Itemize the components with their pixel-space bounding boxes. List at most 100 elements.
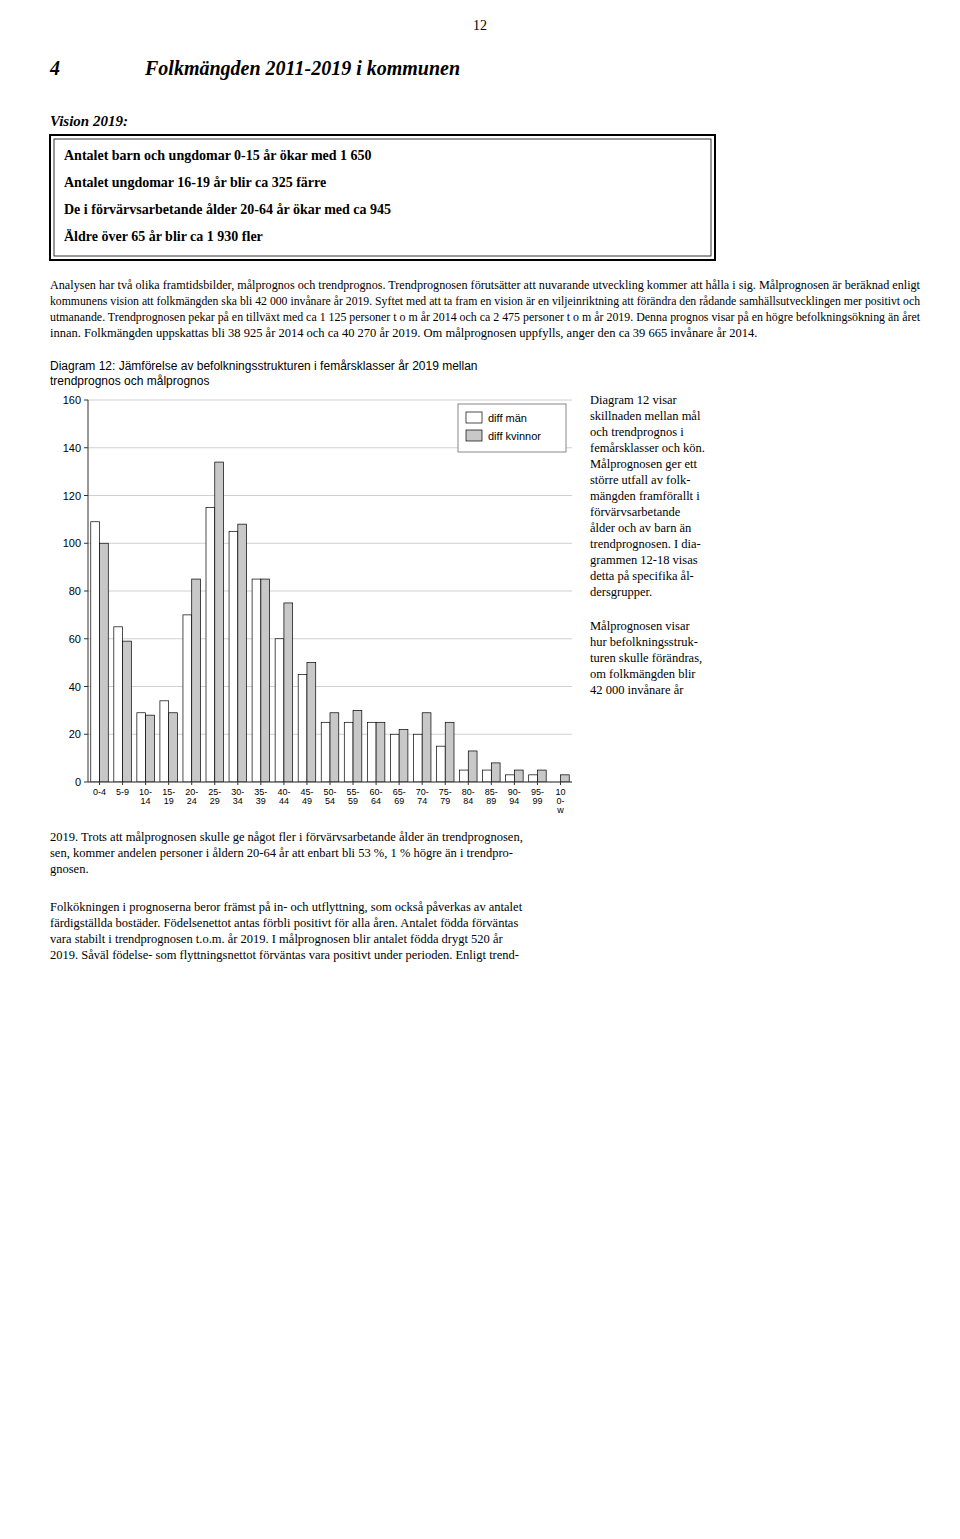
- y-tick-label: 160: [63, 394, 81, 406]
- grid-line: [88, 543, 572, 544]
- chapter-number: 4: [49, 57, 60, 79]
- y-tick: [84, 686, 88, 687]
- legend: diff mändiff kvinnor: [458, 404, 566, 452]
- bars: [91, 462, 569, 782]
- x-tick-label: 75-79: [439, 787, 452, 806]
- bar: [460, 770, 469, 782]
- vision-label: Vision 2019:: [50, 113, 128, 129]
- x-tick-label: 100-w: [555, 787, 565, 815]
- x-tick-label: 90-94: [508, 787, 521, 806]
- y-tick-label: 60: [69, 633, 81, 645]
- x-tick-label-line: 44: [279, 796, 289, 806]
- x-tick: [514, 782, 515, 785]
- bar: [483, 770, 492, 782]
- y-tick: [84, 734, 88, 735]
- bar: [514, 770, 523, 782]
- x-tick-label: 10-14: [139, 787, 152, 806]
- x-tick-label: 80-84: [462, 787, 475, 806]
- bar: [252, 579, 261, 782]
- x-tick-label-line: 29: [210, 796, 220, 806]
- x-tick-label-line: 39: [256, 796, 266, 806]
- x-tick-label-line: 74: [417, 796, 427, 806]
- side-text-line: Målprognosen ger ett: [590, 457, 697, 471]
- x-tick: [537, 782, 538, 785]
- x-tick: [399, 782, 400, 785]
- y-tick-label: 20: [69, 728, 81, 740]
- x-tick-label-line: 94: [509, 796, 519, 806]
- bar-chart: 0204060801001201401600-45-910-1415-1920-…: [63, 394, 572, 815]
- page: 124Folkmängden 2011-2019 i kommunenVisio…: [0, 0, 960, 1539]
- y-tick: [84, 782, 88, 783]
- x-tick: [445, 782, 446, 785]
- y-tick-label: 100: [63, 537, 81, 549]
- bar: [413, 734, 422, 782]
- side-text-line: trendprognosen. I dia-: [590, 537, 701, 551]
- paragraph-line: Analysen har två olika framtidsbilder, m…: [50, 278, 921, 292]
- x-tick-label: 50-54: [323, 787, 336, 806]
- bar: [506, 775, 515, 782]
- x-tick-label: 55-59: [347, 787, 360, 806]
- vision-line: Antalet barn och ungdomar 0-15 år ökar m…: [64, 148, 372, 163]
- bar: [137, 713, 146, 782]
- x-tick-label: 95-99: [531, 787, 544, 806]
- y-tick: [84, 495, 88, 496]
- side-text-line: 42 000 invånare år: [590, 683, 684, 697]
- side-text-line: skillnaden mellan mål: [590, 409, 701, 423]
- bar: [298, 675, 307, 782]
- y-tick: [84, 638, 88, 639]
- bar: [284, 603, 293, 782]
- x-tick-label-line: 89: [486, 796, 496, 806]
- bar: [160, 701, 169, 782]
- grid-line: [88, 495, 572, 496]
- legend-label: diff män: [488, 412, 527, 424]
- bar: [183, 615, 192, 782]
- bar: [353, 710, 362, 782]
- bar: [229, 531, 238, 782]
- vision-box: [50, 135, 715, 260]
- side-text-line: turen skulle förändras,: [590, 651, 702, 665]
- side-text-line: Diagram 12 visar: [590, 393, 678, 407]
- chart-title: trendprognos och målprognos: [50, 374, 209, 388]
- x-tick: [330, 782, 331, 785]
- paragraph-line: kommunens vision att folkmängden ska bli…: [50, 294, 921, 308]
- x-tick-label: 5-9: [116, 787, 129, 797]
- x-tick-label-line: 84: [463, 796, 473, 806]
- side-text-line: grammen 12-18 visas: [590, 553, 698, 567]
- x-tick-label-line: 24: [187, 796, 197, 806]
- side-text-line: Målprognosen visar: [590, 619, 690, 633]
- x-tick-label: 85-89: [485, 787, 498, 806]
- x-tick: [422, 782, 423, 785]
- paragraph-line: Folkökningen i prognoserna beror främst …: [50, 900, 523, 914]
- bar: [123, 641, 132, 782]
- side-text-line: hur befolkningsstruk-: [590, 635, 698, 649]
- x-tick: [306, 782, 307, 785]
- x-tick-label: 45-49: [300, 787, 313, 806]
- x-tick-label-line: 0-4: [93, 787, 106, 797]
- bar: [468, 751, 477, 782]
- grid-line: [88, 638, 572, 639]
- bar: [238, 524, 247, 782]
- x-tick-label-line: 14: [141, 796, 151, 806]
- x-tick-label: 15-19: [162, 787, 175, 806]
- x-tick-label-line: 49: [302, 796, 312, 806]
- y-tick-label: 140: [63, 442, 81, 454]
- side-text-line: och trendprognos i: [590, 425, 684, 439]
- vision-box-inner: [54, 139, 711, 256]
- bar: [390, 734, 399, 782]
- x-tick-label: 40-44: [277, 787, 290, 806]
- bar: [91, 522, 100, 782]
- x-tick-label-line: 64: [371, 796, 381, 806]
- bar: [422, 713, 431, 782]
- paragraph-line: 2019. Såväl födelse- som flyttningsnetto…: [50, 948, 519, 962]
- bar: [537, 770, 546, 782]
- legend-box: [458, 404, 566, 452]
- bar: [192, 579, 201, 782]
- x-tick: [237, 782, 238, 785]
- side-text-line: större utfall av folk-: [590, 473, 690, 487]
- bar: [114, 627, 123, 782]
- y-tick-label: 120: [63, 490, 81, 502]
- x-tick-label: 25-29: [208, 787, 221, 806]
- bar: [445, 722, 454, 782]
- bar: [529, 775, 538, 782]
- x-tick: [191, 782, 192, 785]
